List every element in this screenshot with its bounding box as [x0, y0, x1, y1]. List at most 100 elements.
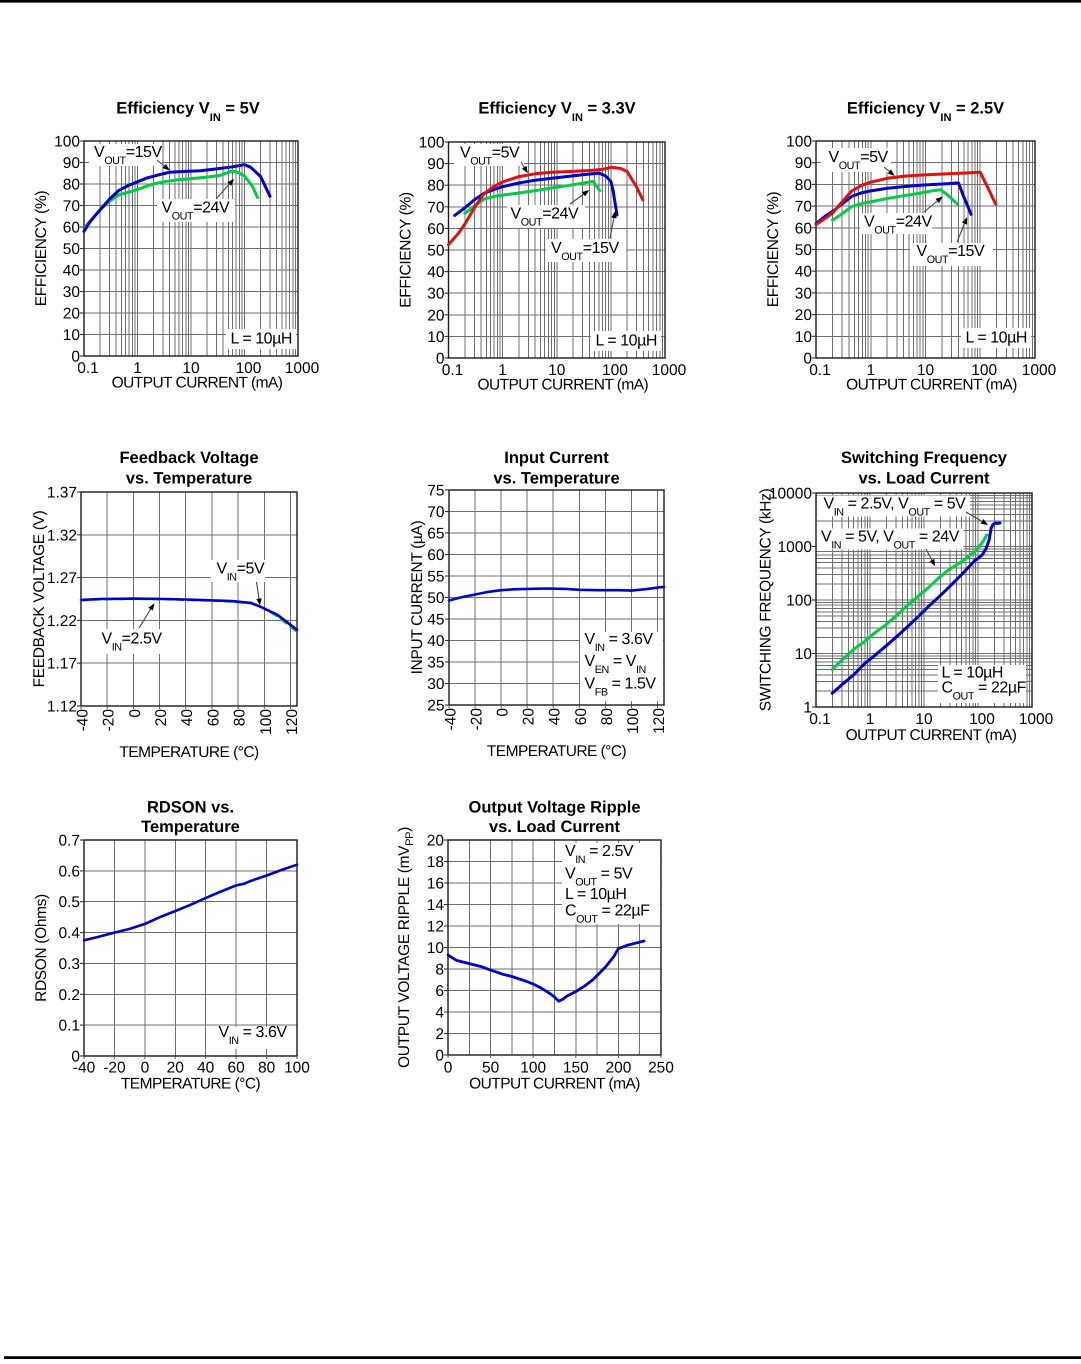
- svg-text:10: 10: [63, 327, 81, 344]
- svg-text:30: 30: [427, 676, 445, 693]
- svg-text:0.1: 0.1: [442, 362, 464, 379]
- svg-text:8: 8: [435, 962, 444, 979]
- svg-text:60: 60: [427, 221, 445, 238]
- svg-text:FEEDBACK VOLTAGE (V): FEEDBACK VOLTAGE (V): [31, 510, 48, 687]
- svg-text:250: 250: [648, 1060, 674, 1077]
- svg-text:150: 150: [563, 1060, 589, 1077]
- svg-text:0.1: 0.1: [58, 1018, 80, 1035]
- svg-text:0: 0: [127, 709, 144, 718]
- svg-text:25: 25: [427, 698, 444, 715]
- svg-text:4: 4: [435, 1005, 444, 1022]
- svg-text:40: 40: [179, 709, 196, 727]
- svg-text:vs. Temperature: vs. Temperature: [126, 470, 252, 488]
- svg-text:20: 20: [521, 708, 538, 726]
- svg-text:90: 90: [427, 156, 445, 173]
- svg-text:1000: 1000: [778, 539, 813, 556]
- svg-text:COUT​ = 22µF: COUT​ = 22µF: [942, 680, 1027, 703]
- svg-text:50: 50: [427, 590, 445, 607]
- svg-text:Efficiency VIN = 5V: Efficiency VIN = 5V: [116, 100, 260, 125]
- svg-text:VIN​ = 2.5V: VIN​ = 2.5V: [565, 843, 634, 866]
- svg-text:60: 60: [205, 709, 222, 727]
- svg-text:TEMPERATURE (°C): TEMPERATURE (°C): [487, 743, 627, 760]
- svg-text:100: 100: [971, 362, 997, 379]
- svg-text:0: 0: [71, 1049, 80, 1066]
- svg-text:VOUT​=24V: VOUT​=24V: [864, 214, 932, 237]
- svg-text:OUTPUT CURRENT (mA): OUTPUT CURRENT (mA): [112, 375, 283, 392]
- svg-text:100: 100: [969, 711, 995, 728]
- svg-text:100: 100: [625, 708, 642, 734]
- svg-text:1: 1: [133, 360, 142, 377]
- svg-text:SWITCHING FREQUENCY (kHz): SWITCHING FREQUENCY (kHz): [758, 489, 775, 712]
- svg-text:0: 0: [803, 351, 812, 368]
- svg-text:100: 100: [54, 134, 80, 151]
- svg-text:-20: -20: [469, 708, 486, 731]
- svg-text:70: 70: [795, 199, 813, 216]
- svg-text:60: 60: [227, 1060, 245, 1077]
- svg-text:200: 200: [605, 1060, 631, 1077]
- svg-text:L = 10µH: L = 10µH: [230, 331, 292, 348]
- svg-text:10: 10: [915, 711, 933, 728]
- svg-text:EFFICIENCY (%): EFFICIENCY (%): [33, 191, 50, 307]
- svg-text:VOUT​ = 5V: VOUT​ = 5V: [565, 866, 633, 889]
- svg-text:0: 0: [436, 351, 445, 368]
- svg-text:80: 80: [258, 1060, 276, 1077]
- svg-text:VOUT​=5V: VOUT​=5V: [829, 149, 889, 172]
- svg-text:0: 0: [444, 1060, 453, 1077]
- svg-text:1.37: 1.37: [47, 485, 77, 502]
- svg-text:TEMPERATURE (°C): TEMPERATURE (°C): [119, 744, 259, 761]
- svg-text:EFFICIENCY (%): EFFICIENCY (%): [398, 192, 415, 308]
- svg-text:80: 80: [63, 177, 81, 194]
- svg-text:80: 80: [232, 709, 249, 727]
- svg-text:Input Current: Input Current: [504, 449, 609, 467]
- svg-text:30: 30: [63, 284, 81, 301]
- svg-text:60: 60: [427, 547, 445, 564]
- svg-text:0.6: 0.6: [58, 863, 80, 880]
- svg-text:40: 40: [427, 633, 445, 650]
- svg-text:OUTPUT CURRENT (mA): OUTPUT CURRENT (mA): [477, 377, 648, 394]
- svg-text:45: 45: [427, 612, 444, 629]
- svg-text:OUTPUT CURRENT (mA): OUTPUT CURRENT (mA): [846, 377, 1017, 394]
- svg-text:0.2: 0.2: [58, 987, 80, 1004]
- svg-text:10: 10: [427, 329, 445, 346]
- svg-text:0.3: 0.3: [58, 956, 80, 973]
- svg-text:10: 10: [182, 360, 200, 377]
- svg-text:30: 30: [427, 286, 445, 303]
- svg-text:0.1: 0.1: [809, 711, 831, 728]
- svg-text:VOUT​=24V: VOUT​=24V: [511, 206, 579, 229]
- svg-text:1000: 1000: [285, 360, 320, 377]
- svg-text:10: 10: [548, 362, 566, 379]
- svg-text:L = 10µH: L = 10µH: [595, 333, 657, 350]
- svg-text:0.1: 0.1: [809, 362, 831, 379]
- svg-text:0.1: 0.1: [77, 360, 99, 377]
- svg-text:Output Voltage Ripple: Output Voltage Ripple: [468, 799, 640, 817]
- svg-text:50: 50: [795, 242, 813, 259]
- svg-text:-20: -20: [101, 709, 118, 732]
- svg-text:50: 50: [63, 241, 81, 258]
- svg-text:0: 0: [71, 349, 80, 366]
- svg-text:-40: -40: [75, 709, 92, 732]
- svg-text:100: 100: [602, 362, 628, 379]
- svg-text:1.32: 1.32: [47, 527, 77, 544]
- svg-text:Feedback Voltage: Feedback Voltage: [119, 449, 258, 467]
- svg-text:VIN​ = 2.5V, VOUT​ = 5V: VIN​ = 2.5V, VOUT​ = 5V: [824, 496, 967, 519]
- svg-text:100: 100: [284, 1060, 310, 1077]
- svg-text:VIN​=2.5V: VIN​=2.5V: [102, 631, 163, 654]
- svg-text:1000: 1000: [1019, 711, 1054, 728]
- svg-text:10000: 10000: [769, 486, 812, 503]
- svg-text:20: 20: [795, 307, 813, 324]
- svg-text:80: 80: [599, 708, 616, 726]
- svg-text:TEMPERATURE (°C): TEMPERATURE (°C): [121, 1076, 261, 1093]
- svg-text:80: 80: [795, 177, 813, 194]
- svg-text:100: 100: [236, 360, 262, 377]
- svg-text:-20: -20: [103, 1060, 126, 1077]
- svg-text:VOUT​=24V: VOUT​=24V: [162, 200, 230, 223]
- svg-text:COUT​ = 22µF: COUT​ = 22µF: [565, 903, 650, 926]
- svg-text:40: 40: [63, 263, 81, 280]
- svg-text:70: 70: [427, 504, 445, 521]
- svg-text:vs. Temperature: vs. Temperature: [493, 470, 619, 488]
- svg-text:60: 60: [795, 220, 813, 237]
- svg-text:70: 70: [427, 199, 445, 216]
- svg-text:100: 100: [786, 134, 812, 151]
- svg-text:L = 10µH: L = 10µH: [565, 886, 627, 903]
- svg-text:14: 14: [427, 897, 445, 914]
